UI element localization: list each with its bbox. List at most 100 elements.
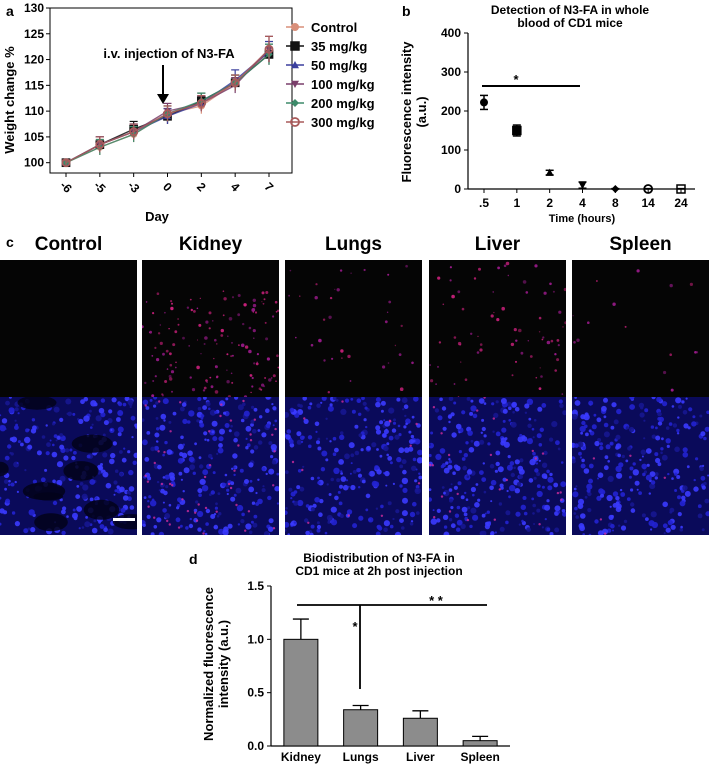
nucleus (16, 490, 19, 493)
nucleus (396, 456, 402, 463)
signal-speck (202, 532, 205, 535)
signal-speck (538, 331, 541, 333)
nucleus (274, 486, 279, 492)
signal-speck (470, 332, 473, 335)
nucleus (536, 472, 541, 477)
nucleus (265, 423, 271, 429)
nucleus (596, 417, 602, 423)
nucleus (325, 417, 328, 420)
signal-speck (318, 338, 322, 343)
nucleus (317, 437, 321, 441)
nucleus (560, 461, 564, 464)
nucleus (531, 427, 535, 431)
nucleus (603, 397, 608, 403)
nucleus (302, 465, 305, 468)
signal-speck (663, 370, 667, 375)
nucleus (700, 475, 706, 481)
nucleus (245, 446, 249, 450)
nucleus (0, 414, 2, 417)
nucleus (268, 441, 273, 446)
nucleus (411, 415, 415, 419)
nucleus (212, 436, 218, 442)
nucleus (472, 514, 479, 521)
signal-speck (464, 378, 468, 381)
nucleus (413, 397, 419, 402)
nucleus (618, 524, 621, 527)
nucleus (389, 461, 393, 465)
nucleus (429, 453, 432, 458)
nucleus (113, 480, 118, 485)
signal-speck (227, 482, 231, 486)
nucleus (245, 523, 252, 530)
nucleus (351, 409, 356, 414)
plot-area: 100 105 110 115 120 125 130 -6 -5 -3 0 2 4 7 (24, 1, 293, 196)
nucleus (392, 517, 395, 521)
nucleus (523, 511, 528, 516)
nucleus (205, 522, 209, 526)
nucleus (579, 456, 582, 459)
nucleus (629, 466, 634, 471)
y-tick-label: 105 (24, 130, 44, 144)
nucleus (307, 405, 312, 410)
data-point (512, 125, 522, 136)
signal-speck (386, 311, 389, 313)
signal-speck (156, 358, 160, 362)
nucleus (354, 424, 359, 429)
nucleus (338, 501, 343, 506)
nucleus (490, 500, 493, 503)
nucleus (587, 508, 592, 513)
nucleus (8, 407, 15, 414)
x-tick-label: 7 (262, 180, 277, 195)
nucleus (587, 491, 592, 497)
signal-speck (256, 353, 259, 356)
nucleus (503, 441, 510, 448)
nucleus (365, 493, 371, 499)
nucleus (112, 441, 118, 446)
x-axis-label: Day (145, 209, 170, 224)
nucleus (656, 397, 662, 403)
signal-speck (186, 306, 190, 309)
nucleus (218, 512, 222, 516)
signal-speck (261, 383, 265, 387)
nucleus (533, 418, 537, 422)
nucleus (506, 489, 509, 493)
nucleus (72, 412, 76, 416)
signal-speck (249, 374, 252, 376)
nucleus (601, 405, 607, 412)
nucleus (452, 471, 456, 475)
nucleus (489, 463, 495, 469)
signal-speck (244, 529, 247, 532)
nucleus (695, 457, 699, 461)
nucleus (113, 493, 116, 496)
nucleus (316, 524, 322, 530)
signal-speck (599, 518, 603, 521)
signal-speck (261, 301, 263, 303)
signal-speck (572, 315, 574, 317)
nucleus (612, 491, 619, 497)
nucleus (642, 472, 646, 477)
nucleus (363, 418, 367, 422)
x-tick-label: 0 (160, 180, 175, 195)
nucleus (391, 428, 397, 433)
nucleus (297, 409, 304, 415)
nucleus (14, 521, 20, 527)
nucleus (16, 462, 19, 464)
signal-speck (453, 383, 456, 385)
nucleus (102, 433, 106, 437)
signal-speck (231, 381, 234, 384)
signal-speck (261, 291, 265, 295)
nucleus (336, 478, 341, 483)
panel-a-weight-chart: a Weight change % Day i.v. injection of … (0, 0, 398, 228)
nucleus (533, 476, 537, 480)
nucleus (588, 533, 592, 535)
signal-speck (314, 296, 318, 300)
signal-speck (251, 308, 255, 312)
nucleus (333, 467, 340, 474)
signal-speck (563, 287, 566, 292)
nucleus (226, 488, 230, 492)
nucleus (603, 415, 607, 419)
nucleus (681, 400, 685, 404)
nucleus (486, 510, 490, 514)
nucleus (98, 520, 101, 524)
tissue-label: Control (34, 234, 103, 255)
